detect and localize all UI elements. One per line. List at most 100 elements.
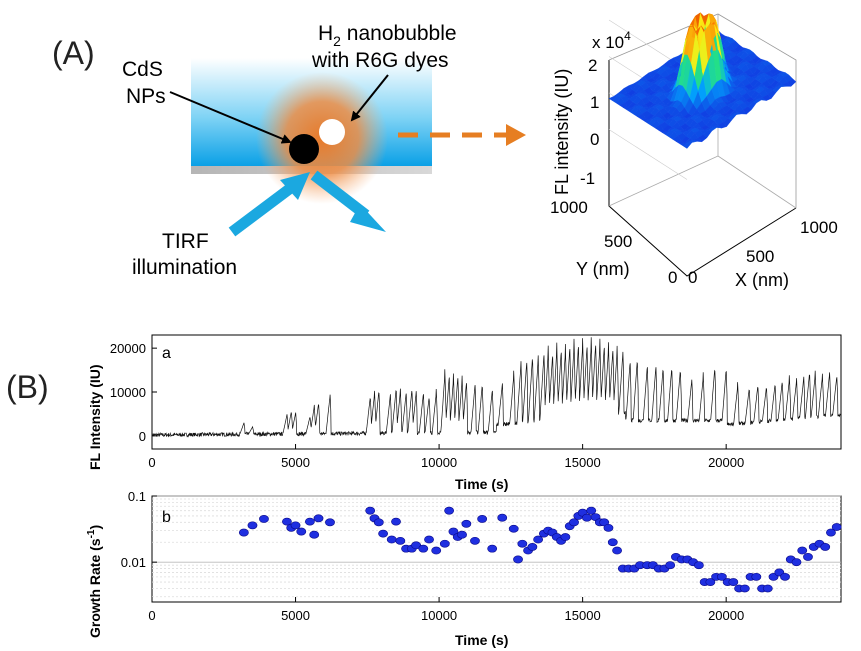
growth-rate-point bbox=[477, 515, 488, 523]
surface-multiplier: x 104 bbox=[592, 29, 631, 52]
growth-points bbox=[238, 506, 842, 593]
panel-b-label: (B) bbox=[6, 369, 49, 405]
growth-rate-point bbox=[705, 578, 716, 586]
surface-ytick-2: 0 bbox=[668, 268, 677, 287]
surface-ztick-1: 1 bbox=[590, 93, 599, 112]
surface-xtick-0: 0 bbox=[688, 268, 697, 287]
growth-rate-point bbox=[527, 543, 538, 551]
orange-arrowhead bbox=[506, 124, 526, 146]
cds-label-line1: CdS bbox=[122, 58, 163, 81]
trace-xtick-label: 10000 bbox=[421, 455, 457, 470]
growth-rate-point bbox=[797, 546, 808, 555]
growth-rate-point bbox=[487, 544, 498, 553]
tirf-reflected-arrowhead bbox=[350, 204, 386, 232]
trace-xtick-label: 5000 bbox=[281, 455, 310, 470]
growth-xaxis: 0 5000 10000 15000 20000 bbox=[148, 597, 744, 623]
growth-rate-point bbox=[751, 572, 762, 581]
growth-rate-point bbox=[607, 538, 618, 547]
tirf-label-line1: TIRF bbox=[162, 230, 209, 253]
growth-rate-point bbox=[431, 546, 442, 555]
growth-rate-point bbox=[728, 578, 739, 586]
surface-plot: x 104 FL intensity (IU) 2 1 0 -1 1000 50… bbox=[550, 12, 838, 290]
growth-rate-point bbox=[296, 527, 307, 536]
surface-ztick-2: 0 bbox=[590, 130, 599, 149]
growth-xtick-label: 15000 bbox=[565, 608, 601, 623]
cds-label-line2: NPs bbox=[126, 85, 166, 108]
trace-xtick-label: 20000 bbox=[708, 455, 744, 470]
growth-rate-point bbox=[282, 517, 292, 526]
growth-ytick-label: 0.01 bbox=[121, 555, 146, 570]
growth-rate-point bbox=[497, 513, 508, 522]
growth-rate-point bbox=[411, 541, 422, 550]
growth-rate-point bbox=[373, 518, 384, 527]
growth-rate-point bbox=[313, 514, 324, 523]
growth-rate-point bbox=[739, 584, 750, 593]
growth-rate-point bbox=[582, 513, 592, 522]
growth-xtick-label: 10000 bbox=[421, 608, 457, 623]
growth-rate-point bbox=[820, 543, 831, 551]
growth-yaxis: 0.01 0.1 bbox=[121, 489, 157, 570]
surface-ztick-0: 2 bbox=[588, 56, 597, 75]
surface-ytick-0: 1000 bbox=[550, 198, 588, 217]
growth-rate-point bbox=[386, 535, 397, 544]
growth-rate-point bbox=[826, 528, 836, 537]
growth-rate-point bbox=[259, 515, 269, 523]
surface-z-gridline bbox=[608, 129, 688, 180]
growth-rate-point bbox=[791, 558, 802, 567]
growth-rate-chart: b 0.01 0.1 0 5000 10000 15000 20000 Growth Ra… bbox=[86, 489, 842, 648]
growth-rate-point bbox=[780, 572, 790, 581]
growth-ytick-label: 0.1 bbox=[128, 489, 146, 504]
growth-rate-point bbox=[461, 519, 472, 528]
growth-rate-point bbox=[693, 561, 704, 570]
tirf-label: TIRF illumination bbox=[132, 230, 237, 279]
growth-rate-point bbox=[309, 530, 320, 539]
h2-nanobubble bbox=[319, 119, 345, 145]
trace-ytick-label: 20000 bbox=[110, 341, 146, 356]
trace-ytick-label: 10000 bbox=[110, 385, 146, 400]
growth-rate-point bbox=[325, 518, 335, 527]
fl-intensity-trace bbox=[151, 337, 842, 438]
trace-xaxis: 0 5000 10000 15000 20000 bbox=[148, 444, 744, 470]
growth-xtick-label: 0 bbox=[148, 608, 155, 623]
growth-rate-point bbox=[603, 523, 614, 532]
growth-rate-point bbox=[391, 517, 401, 526]
surface-xlabel: X (nm) bbox=[735, 270, 789, 290]
bubble-label-line2: with R6G dyes bbox=[311, 49, 449, 72]
growth-xtick-label: 5000 bbox=[281, 608, 310, 623]
growth-rate-point bbox=[533, 535, 544, 544]
bubble-pointer-arrow bbox=[350, 74, 389, 122]
growth-rate-point bbox=[569, 518, 579, 527]
growth-gridlines bbox=[152, 495, 841, 598]
growth-rate-point bbox=[238, 528, 249, 537]
cds-nanoparticle bbox=[289, 134, 319, 164]
growth-rate-point bbox=[612, 546, 622, 555]
panel-a-label: (A) bbox=[52, 35, 95, 71]
tirf-label-line2: illumination bbox=[132, 256, 237, 279]
growth-xlabel: Time (s) bbox=[455, 632, 508, 648]
surface-xtick-1: 500 bbox=[746, 247, 774, 266]
growth-rate-point bbox=[378, 529, 389, 538]
growth-rate-point bbox=[508, 524, 519, 533]
cds-pointer-arrow bbox=[169, 91, 292, 144]
surface-ytick-1: 500 bbox=[604, 232, 632, 251]
growth-rate-point bbox=[665, 561, 676, 570]
growth-rate-point bbox=[517, 539, 528, 548]
growth-rate-point bbox=[513, 555, 523, 564]
growth-rate-point bbox=[586, 506, 597, 515]
tirf-reflected-arrow bbox=[310, 170, 370, 220]
trace-plot-frame bbox=[151, 334, 842, 450]
surface-xtick-2: 1000 bbox=[800, 218, 838, 237]
trace-chart: a 0 10000 20000 0 5000 10000 15000 20000 FL In… bbox=[87, 334, 842, 492]
growth-rate-point bbox=[439, 539, 450, 548]
growth-ylabel: Growth Rate (s-1) bbox=[86, 525, 103, 638]
trace-series bbox=[151, 337, 842, 438]
trace-panel-letter: a bbox=[162, 345, 171, 362]
growth-rate-point bbox=[247, 521, 258, 530]
growth-rate-point bbox=[457, 530, 467, 539]
trace-ylabel: FL Intensity (IU) bbox=[87, 364, 103, 470]
surface-mesh bbox=[608, 12, 797, 149]
panel-a-schematic: (A) CdS NPs H2 nanobubble with R6G dyes … bbox=[52, 22, 526, 279]
surface-zlabel: FL intensity (IU) bbox=[552, 69, 572, 195]
growth-rate-point bbox=[831, 523, 842, 531]
